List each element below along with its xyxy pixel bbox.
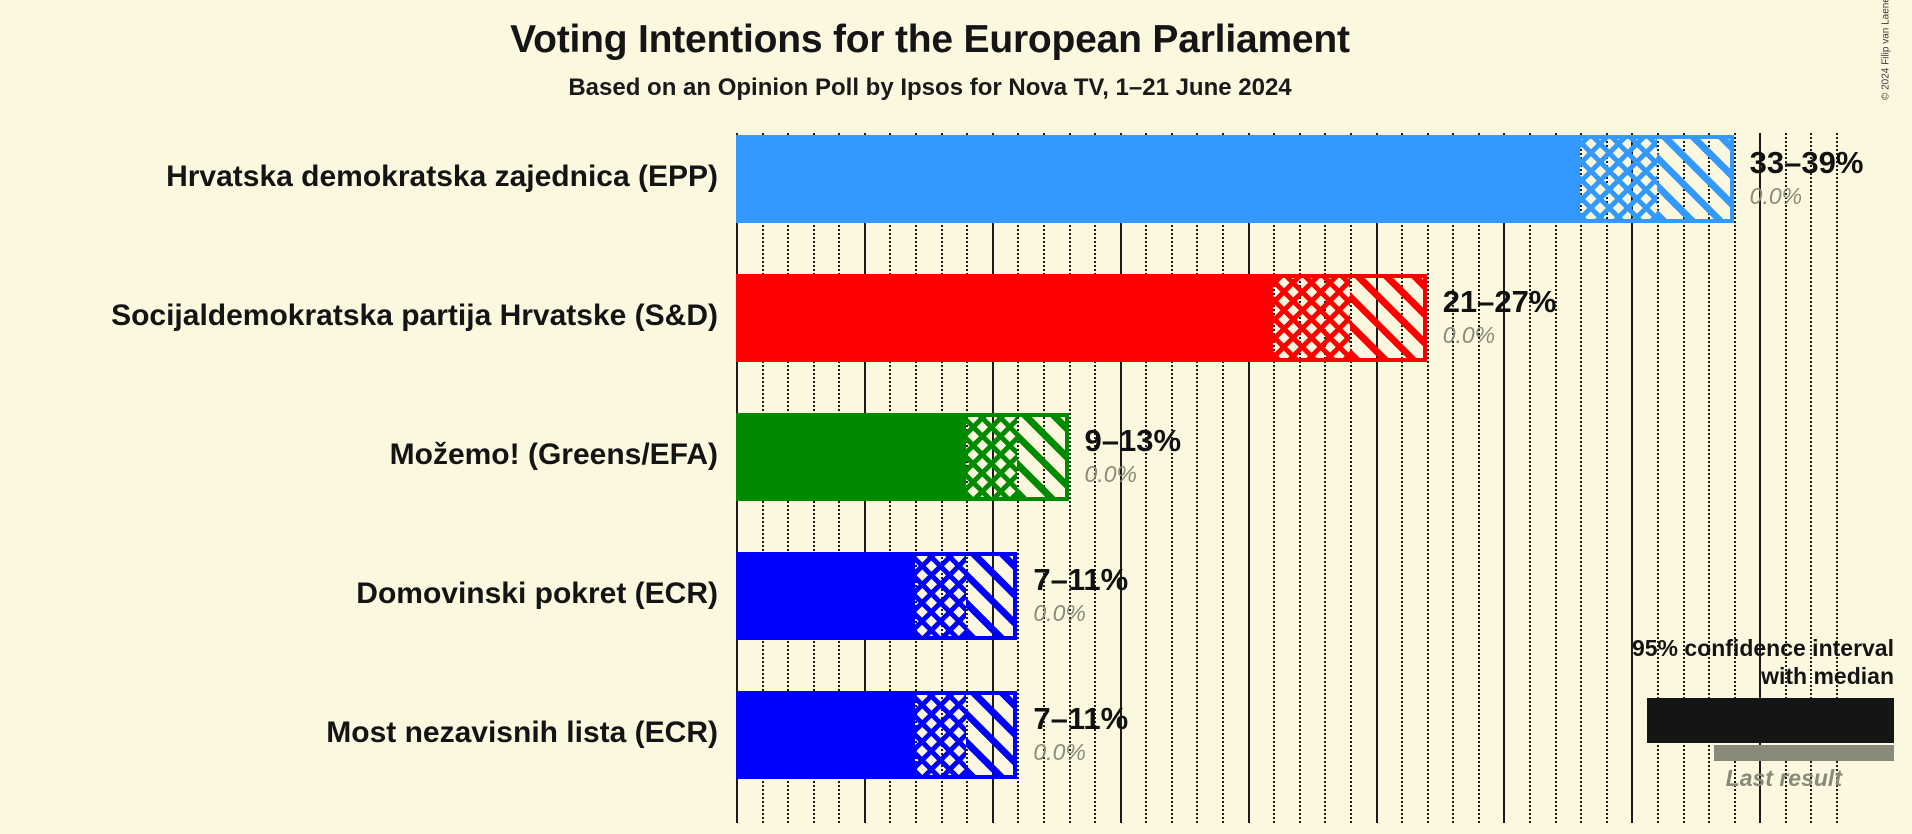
gridline-minor bbox=[1452, 133, 1455, 823]
gridline-minor bbox=[1094, 133, 1097, 823]
bar-solid-segment bbox=[736, 135, 1581, 223]
party-label: Hrvatska demokratska zajednica (EPP) bbox=[166, 160, 718, 193]
value-range-label: 7–11% bbox=[1033, 562, 1129, 597]
gridline-major bbox=[1759, 133, 1762, 823]
bar-diagonal-segment bbox=[1349, 274, 1427, 362]
legend-last-result-label: Last result bbox=[1725, 765, 1842, 792]
bar-row: Domovinski pokret (ECR) 7–11% 0.0% bbox=[356, 552, 1836, 640]
gridline-minor bbox=[1733, 133, 1736, 823]
last-result-label: 0.0% bbox=[1084, 461, 1137, 487]
gridline-major bbox=[1375, 133, 1378, 823]
legend-swatch-bar bbox=[1647, 698, 1894, 744]
legend-crosshatch-swatch bbox=[1771, 698, 1843, 744]
gridline-minor bbox=[1068, 133, 1071, 823]
gridline-major bbox=[1119, 133, 1122, 823]
value-range-label: 21–27% bbox=[1442, 284, 1557, 319]
gridline-minor bbox=[1529, 133, 1532, 823]
gridline-minor bbox=[1656, 133, 1659, 823]
bar-crosshatch-segment bbox=[915, 691, 967, 779]
gridline-major bbox=[1503, 133, 1506, 823]
gridline-minor bbox=[1836, 133, 1838, 823]
last-result-label: 0.0% bbox=[1033, 739, 1086, 765]
gridline-minor bbox=[1682, 133, 1685, 823]
gridline-minor bbox=[1426, 133, 1429, 823]
bar-diagonal-segment bbox=[1656, 135, 1734, 223]
bar-row: Hrvatska demokratska zajednica (EPP) 33–3… bbox=[166, 135, 1863, 223]
legend-line-1: 95% confidence interval bbox=[1631, 635, 1894, 661]
gridline-minor bbox=[1580, 133, 1583, 823]
bar-crosshatch-segment bbox=[1273, 274, 1350, 362]
chart-subtitle: Based on an Opinion Poll by Ipsos for No… bbox=[568, 74, 1292, 101]
bar-diagonal-segment bbox=[966, 691, 1018, 779]
gridline-major bbox=[1247, 133, 1250, 823]
gridline-minor bbox=[1810, 133, 1813, 823]
bar-crosshatch-segment bbox=[915, 552, 967, 640]
legend-last-result-swatch bbox=[1714, 745, 1894, 762]
gridline-minor bbox=[1145, 133, 1148, 823]
gridline-major bbox=[1631, 133, 1634, 823]
legend-title: 95% confidence interval with median bbox=[1564, 634, 1894, 690]
last-result-label: 0.0% bbox=[1442, 322, 1496, 348]
legend: 95% confidence interval with median Last… bbox=[1564, 634, 1894, 792]
gridline-minor bbox=[1708, 133, 1711, 823]
value-range-label: 7–11% bbox=[1033, 701, 1129, 736]
bar-diagonal-segment bbox=[966, 552, 1018, 640]
last-result-label: 0.0% bbox=[1749, 183, 1803, 209]
bar-row: Socijaldemokratska partija Hrvatske (S&D… bbox=[111, 274, 1836, 362]
value-range-label: 9–13% bbox=[1084, 423, 1182, 458]
legend-diagonal-swatch bbox=[1843, 698, 1894, 744]
gridline-minor bbox=[1324, 133, 1327, 823]
gridline-minor bbox=[1196, 133, 1199, 823]
bar-row: Možemo! (Greens/EFA) 9–13% 0.0% bbox=[390, 413, 1836, 501]
bar-solid-segment bbox=[736, 691, 916, 779]
bar-crosshatch-segment bbox=[966, 413, 1018, 501]
party-label: Most nezavisnih lista (ECR) bbox=[326, 716, 718, 749]
bar-solid-segment bbox=[736, 413, 967, 501]
bar-solid-segment bbox=[736, 274, 1274, 362]
bar-row: Most nezavisnih lista (ECR) 7–11% 0.0% bbox=[326, 691, 1836, 779]
gridline-minor bbox=[1605, 133, 1608, 823]
plot-area: Hrvatska demokratska zajednica (EPP) 33–3… bbox=[111, 133, 1863, 823]
copyright-notice: © 2024 Filip van Laenen bbox=[1880, 0, 1892, 101]
gridline-minor bbox=[1298, 133, 1301, 823]
party-label: Socijaldemokratska partija Hrvatske (S&D… bbox=[111, 299, 718, 332]
bar-crosshatch-segment bbox=[1580, 135, 1657, 223]
chart-title: Voting Intentions for the European Parli… bbox=[510, 18, 1350, 61]
legend-line-2: with median bbox=[1761, 663, 1894, 690]
party-label: Domovinski pokret (ECR) bbox=[356, 577, 718, 610]
gridline-minor bbox=[1477, 133, 1480, 823]
value-range-label: 33–39% bbox=[1749, 145, 1864, 180]
gridline-minor bbox=[1222, 133, 1225, 823]
bar-diagonal-segment bbox=[1017, 413, 1069, 501]
gridline-minor bbox=[1170, 133, 1173, 823]
bar-solid-segment bbox=[736, 552, 916, 640]
party-label: Možemo! (Greens/EFA) bbox=[389, 438, 718, 471]
gridline-minor bbox=[1784, 133, 1787, 823]
gridline-minor bbox=[1554, 133, 1557, 823]
gridline-minor bbox=[1273, 133, 1276, 823]
gridline-minor bbox=[1349, 133, 1352, 823]
gridline-minor bbox=[1401, 133, 1404, 823]
last-result-label: 0.0% bbox=[1033, 600, 1086, 626]
